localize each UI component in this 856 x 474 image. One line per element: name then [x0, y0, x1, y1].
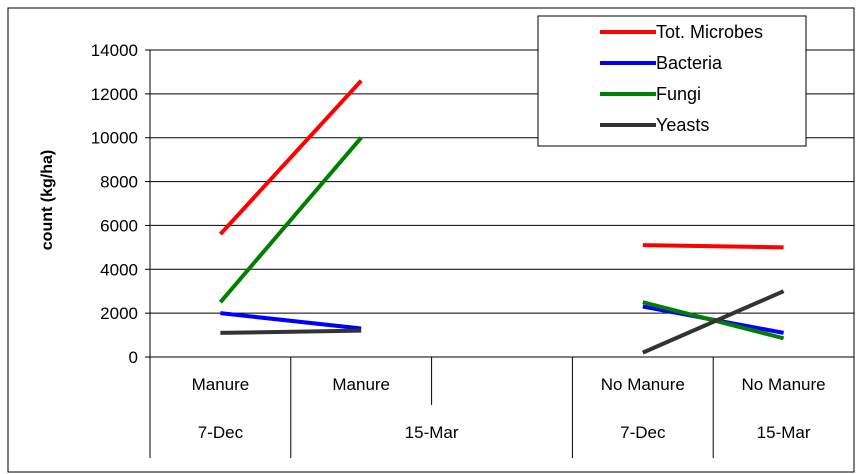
- legend-box: [537, 15, 807, 147]
- y-tick-label: 12000: [91, 85, 138, 104]
- category-label-date: 7-Dec: [198, 423, 244, 442]
- category-label-date: 15-Mar: [757, 423, 811, 442]
- category-label-treatment: No Manure: [742, 375, 826, 394]
- category-table: Manure Manure No Manure No Manure 7-Dec 15-Ma…: [149, 357, 855, 458]
- series-segment: [220, 328, 362, 335]
- category-label-treatment: No Manure: [601, 375, 685, 394]
- series-segment: [218, 136, 363, 304]
- series-tot-microbes: [218, 79, 784, 250]
- y-axis-label: count (kg/ha): [39, 150, 56, 250]
- legend-label: Bacteria: [656, 53, 723, 73]
- y-tick-label: 2000: [100, 304, 138, 323]
- y-tick-label: 8000: [100, 173, 138, 192]
- y-tick-label: 6000: [100, 216, 138, 235]
- series-segment: [220, 311, 362, 331]
- category-label-date: 15-Mar: [405, 423, 459, 442]
- axes: 0 2000 4000 6000 8000 10000 12000 14000: [91, 41, 854, 367]
- series-segment: [642, 243, 784, 250]
- series-yeasts: [220, 289, 785, 355]
- y-tick-label: 14000: [91, 41, 138, 60]
- legend: Tot. Microbes Bacteria Fungi Yeasts: [537, 15, 807, 147]
- y-tick-label: 4000: [100, 260, 138, 279]
- category-label-treatment: Manure: [192, 375, 250, 394]
- legend-label: Fungi: [656, 84, 701, 104]
- category-label-date: 7-Dec: [620, 423, 666, 442]
- series-segment: [218, 79, 363, 236]
- y-tick-label: 10000: [91, 129, 138, 148]
- legend-label: Tot. Microbes: [656, 22, 763, 42]
- legend-label: Yeasts: [656, 115, 709, 135]
- y-tick-label: 0: [129, 348, 138, 367]
- series-segment: [642, 289, 785, 355]
- series-lines: [218, 79, 785, 355]
- category-label-treatment: Manure: [332, 375, 390, 394]
